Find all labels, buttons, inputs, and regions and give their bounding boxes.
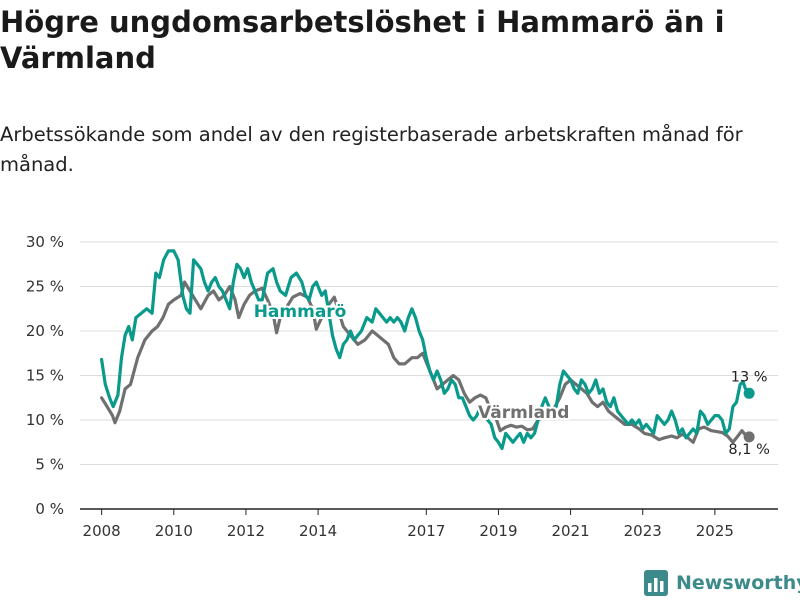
newsworthy-logo: Newsworthy [644, 569, 800, 597]
gridlines [80, 241, 778, 510]
x-tick-label: 2014 [299, 522, 337, 540]
bar-chart-icon [644, 570, 668, 596]
x-tick-label: 2019 [479, 522, 517, 540]
x-tick-label: 2021 [551, 522, 589, 540]
end-value-label: 8,1 % [728, 442, 769, 458]
series-lines [100, 249, 751, 451]
y-tick-label: 5 % [35, 456, 64, 474]
y-tick-label: 25 % [26, 278, 64, 296]
series-line-värmland [100, 280, 751, 444]
y-tick-label: 20 % [26, 322, 64, 340]
y-tick-label: 0 % [35, 500, 64, 518]
x-tick-label: 2017 [407, 522, 445, 540]
series-line-hammarö [100, 249, 751, 451]
x-tick-label: 2010 [155, 522, 193, 540]
end-marker-hammarö [743, 387, 755, 399]
x-tick-label: 2023 [624, 522, 662, 540]
chart-title: Högre ungdomsarbetslöshet i Hammarö än i… [0, 5, 725, 75]
y-axis-ticks: 0 % 5 % 10 % 15 % 20 % 25 % 30 % [26, 233, 64, 518]
x-tick-label: 2012 [227, 522, 265, 540]
brand-name: Newsworthy [676, 572, 800, 594]
x-axis-ticks: 2008 2010 2012 2014 2017 2019 2021 2023 2025 [83, 509, 734, 540]
x-tick-label: 2025 [696, 522, 734, 540]
chart-subtitle: Arbetssökande som andel av den registerb… [0, 123, 743, 176]
series-label-hammarö: Hammarö [254, 302, 347, 322]
end-marker-värmland [743, 431, 755, 443]
series-label-värmland: Värmland [478, 403, 569, 423]
y-tick-label: 30 % [26, 233, 64, 251]
y-tick-label: 15 % [26, 367, 64, 385]
y-tick-label: 10 % [26, 411, 64, 429]
end-value-label: 13 % [731, 369, 768, 385]
series-labels: 8,1 % Värmland 13 % Hammarö [252, 300, 770, 458]
x-tick-label: 2008 [83, 522, 121, 540]
